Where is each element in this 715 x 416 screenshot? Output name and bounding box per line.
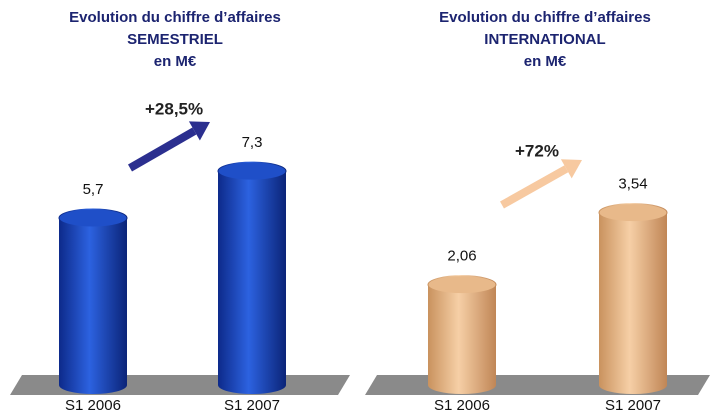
chart-title: INTERNATIONAL bbox=[484, 31, 605, 48]
x-tick-label: S1 2006 bbox=[65, 397, 121, 414]
bar-top bbox=[598, 203, 668, 223]
bar-base bbox=[59, 376, 127, 394]
value-label: 7,3 bbox=[242, 134, 263, 151]
value-label: 5,7 bbox=[83, 181, 104, 198]
bar bbox=[599, 212, 667, 385]
bar-base bbox=[428, 376, 496, 394]
arrow-head bbox=[560, 159, 582, 179]
x-tick-label: S1 2007 bbox=[224, 397, 280, 414]
chart-title: Evolution du chiffre d’affaires bbox=[69, 9, 281, 26]
arrow-head bbox=[188, 121, 210, 141]
annotation: +72% bbox=[515, 141, 559, 160]
value-label: 3,54 bbox=[618, 176, 647, 193]
chart-title: en M€ bbox=[154, 53, 197, 70]
x-tick-label: S1 2006 bbox=[434, 397, 490, 414]
bar-top bbox=[427, 275, 497, 295]
annotation: +28,5% bbox=[145, 99, 203, 118]
bar-base bbox=[599, 376, 667, 394]
chart-title: Evolution du chiffre d’affaires bbox=[439, 9, 651, 26]
chart-title: en M€ bbox=[524, 53, 567, 70]
x-tick-label: S1 2007 bbox=[605, 397, 661, 414]
bar bbox=[59, 217, 127, 385]
bar bbox=[218, 171, 286, 385]
bar-top bbox=[217, 161, 287, 181]
bar-top bbox=[58, 208, 128, 228]
bar bbox=[428, 284, 496, 385]
arrow-shaft bbox=[128, 127, 197, 172]
value-label: 2,06 bbox=[447, 248, 476, 265]
chart-title: SEMESTRIEL bbox=[127, 31, 223, 48]
bar-base bbox=[218, 376, 286, 394]
arrow-shaft bbox=[500, 165, 569, 209]
